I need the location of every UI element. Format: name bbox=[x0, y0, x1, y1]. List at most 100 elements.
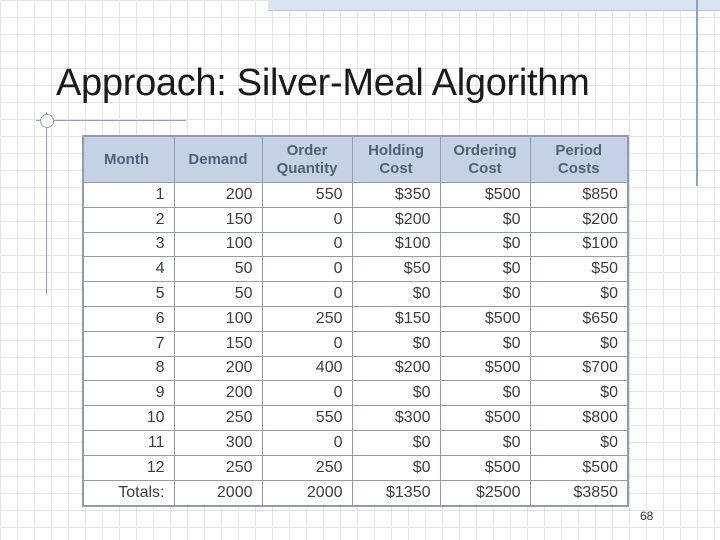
cell-ordering-cost: $0 bbox=[439, 281, 531, 307]
table-row: 1 200 550 $350 $500 $850 bbox=[82, 182, 629, 208]
cell-holding-cost: $50 bbox=[351, 256, 441, 283]
title-underline bbox=[36, 120, 186, 121]
top-decoration-bar bbox=[268, 0, 720, 11]
cell-period-costs: $50 bbox=[529, 256, 629, 283]
cell-demand: 100 bbox=[173, 305, 263, 332]
cell-period-costs: $850 bbox=[529, 182, 629, 208]
cell-month: 11 bbox=[82, 429, 175, 456]
cell-ordering-cost: $500 bbox=[439, 305, 531, 332]
cell-holding-cost: $0 bbox=[351, 454, 441, 481]
cell-ordering-cost: $0 bbox=[439, 206, 531, 233]
cell-holding-cost: $300 bbox=[351, 405, 441, 431]
cell-holding-cost: $0 bbox=[351, 380, 441, 407]
cell-order-quantity: 0 bbox=[261, 380, 353, 407]
cell-month: 4 bbox=[82, 256, 175, 283]
circle-ornament-icon bbox=[40, 114, 54, 128]
cell-month: 3 bbox=[82, 231, 175, 258]
table-row: 7 150 0 $0 $0 $0 bbox=[82, 330, 629, 357]
cell-holding-cost: $0 bbox=[351, 330, 441, 357]
table-row: 2 150 0 $200 $0 $200 bbox=[82, 206, 629, 233]
cell-order-quantity: 0 bbox=[261, 429, 353, 456]
cell-period-costs: $800 bbox=[529, 405, 629, 431]
table-row: 9 200 0 $0 $0 $0 bbox=[82, 380, 629, 407]
cell-period-costs: $650 bbox=[529, 305, 629, 332]
right-decoration-line bbox=[696, 0, 698, 186]
cell-period-costs: $700 bbox=[529, 355, 629, 382]
cell-month: 1 bbox=[82, 182, 175, 208]
table-row: 5 50 0 $0 $0 $0 bbox=[82, 281, 629, 307]
table-header-row: Month Demand Order Quantity Holding Cost… bbox=[82, 135, 629, 183]
cell-month: 10 bbox=[82, 405, 175, 431]
cell-order-quantity: 0 bbox=[261, 256, 353, 283]
cell-month: 12 bbox=[82, 454, 175, 481]
column-header-holding-cost: Holding Cost bbox=[351, 135, 441, 183]
cell-demand: 200 bbox=[173, 355, 263, 382]
table-row: 8 200 400 $200 $500 $700 bbox=[82, 355, 629, 382]
cell-month: 6 bbox=[82, 305, 175, 332]
cell-demand: 200 bbox=[173, 380, 263, 407]
cell-holding-cost: $200 bbox=[351, 355, 441, 382]
cell-order-quantity: 250 bbox=[261, 454, 353, 481]
cell-month: 9 bbox=[82, 380, 175, 407]
cell-holding-cost: $100 bbox=[351, 231, 441, 258]
cell-ordering-cost: $500 bbox=[439, 182, 531, 208]
cell-demand: 250 bbox=[173, 405, 263, 431]
cell-order-quantity: 550 bbox=[261, 182, 353, 208]
cell-month: 8 bbox=[82, 355, 175, 382]
cell-order-quantity: 400 bbox=[261, 355, 353, 382]
cell-demand: 100 bbox=[173, 231, 263, 258]
totals-label: Totals: bbox=[82, 479, 175, 507]
cell-month: 2 bbox=[82, 206, 175, 233]
total-ordering-cost: $2500 bbox=[439, 479, 531, 507]
column-header-period-costs: Period Costs bbox=[529, 135, 629, 183]
cell-holding-cost: $350 bbox=[351, 182, 441, 208]
table-row: 3 100 0 $100 $0 $100 bbox=[82, 231, 629, 258]
column-header-order-quantity: Order Quantity bbox=[261, 135, 353, 183]
cell-demand: 50 bbox=[173, 256, 263, 283]
cell-period-costs: $100 bbox=[529, 231, 629, 258]
cell-month: 5 bbox=[82, 281, 175, 307]
cell-ordering-cost: $0 bbox=[439, 380, 531, 407]
cell-order-quantity: 250 bbox=[261, 305, 353, 332]
total-order-quantity: 2000 bbox=[261, 479, 353, 507]
cell-ordering-cost: $0 bbox=[439, 330, 531, 357]
cell-ordering-cost: $500 bbox=[439, 454, 531, 481]
column-header-demand: Demand bbox=[173, 135, 263, 183]
cell-order-quantity: 550 bbox=[261, 405, 353, 431]
table-row: 10 250 550 $300 $500 $800 bbox=[82, 405, 629, 431]
column-header-month: Month bbox=[82, 135, 175, 183]
table-row: 12 250 250 $0 $500 $500 bbox=[82, 454, 629, 481]
table-row: 6 100 250 $150 $500 $650 bbox=[82, 305, 629, 332]
cell-holding-cost: $0 bbox=[351, 281, 441, 307]
table-row: 4 50 0 $50 $0 $50 bbox=[82, 256, 629, 283]
cell-holding-cost: $150 bbox=[351, 305, 441, 332]
total-period-costs: $3850 bbox=[529, 479, 629, 507]
total-demand: 2000 bbox=[173, 479, 263, 507]
cell-period-costs: $200 bbox=[529, 206, 629, 233]
cell-period-costs: $500 bbox=[529, 454, 629, 481]
silver-meal-table: Month Demand Order Quantity Holding Cost… bbox=[82, 135, 629, 507]
total-holding-cost: $1350 bbox=[351, 479, 441, 507]
cell-holding-cost: $0 bbox=[351, 429, 441, 456]
cell-demand: 300 bbox=[173, 429, 263, 456]
cell-demand: 150 bbox=[173, 330, 263, 357]
cell-month: 7 bbox=[82, 330, 175, 357]
page-number: 68 bbox=[640, 509, 654, 523]
cell-holding-cost: $200 bbox=[351, 206, 441, 233]
cell-period-costs: $0 bbox=[529, 330, 629, 357]
cell-ordering-cost: $0 bbox=[439, 429, 531, 456]
cell-order-quantity: 0 bbox=[261, 206, 353, 233]
cell-ordering-cost: $500 bbox=[439, 355, 531, 382]
cell-period-costs: $0 bbox=[529, 429, 629, 456]
cell-order-quantity: 0 bbox=[261, 231, 353, 258]
cell-demand: 50 bbox=[173, 281, 263, 307]
left-decoration-line bbox=[46, 112, 47, 294]
cell-order-quantity: 0 bbox=[261, 281, 353, 307]
cell-demand: 200 bbox=[173, 182, 263, 208]
column-header-ordering-cost: Ordering Cost bbox=[439, 135, 531, 183]
totals-row: Totals: 2000 2000 $1350 $2500 $3850 bbox=[82, 479, 629, 507]
cell-order-quantity: 0 bbox=[261, 330, 353, 357]
cell-ordering-cost: $0 bbox=[439, 231, 531, 258]
cell-ordering-cost: $500 bbox=[439, 405, 531, 431]
cell-period-costs: $0 bbox=[529, 380, 629, 407]
